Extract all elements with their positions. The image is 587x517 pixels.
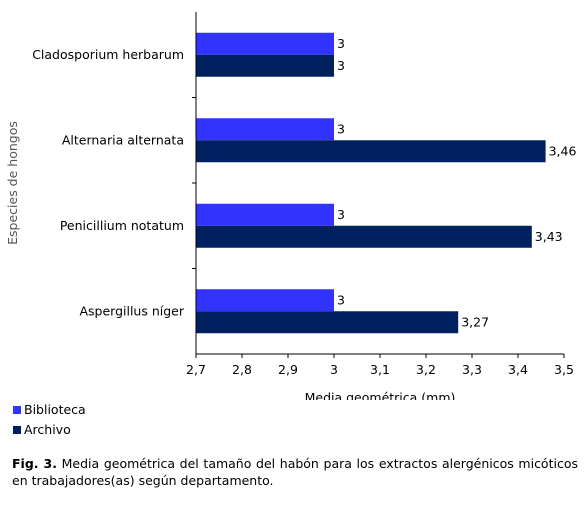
caption-text: Media geométrica del tamaño del habón pa… xyxy=(12,456,578,488)
legend-label-biblioteca: Biblioteca xyxy=(24,402,86,417)
y-axis-title: Especies de hongos xyxy=(5,121,20,245)
figure-caption: Fig. 3. Media geométrica del tamaño del … xyxy=(12,455,578,489)
bar-biblioteca-4 xyxy=(196,289,334,312)
legend-swatch-archivo xyxy=(13,425,21,434)
legend-item-biblioteca: Biblioteca xyxy=(13,402,86,417)
x-tick-label-2: 2,8 xyxy=(232,362,252,377)
category-label-1: Cladosporium herbarum xyxy=(32,47,184,62)
data-label-archivo-4: 3,27 xyxy=(461,314,489,329)
x-tick-label-3: 2,9 xyxy=(278,362,298,377)
bar-chart: 3 3 Cladosporium herbarum 3 3,46 Alternaria a… xyxy=(5,12,576,400)
x-tick-label-1: 2,7 xyxy=(186,362,206,377)
x-tick-label-5: 3,1 xyxy=(370,362,390,377)
data-label-biblioteca-3: 3 xyxy=(337,207,345,222)
data-label-biblioteca-4: 3 xyxy=(337,292,345,307)
legend-label-archivo: Archivo xyxy=(24,422,71,437)
data-label-biblioteca-1: 3 xyxy=(337,36,345,51)
data-label-archivo-1: 3 xyxy=(337,58,345,73)
x-tick-label-4: 3 xyxy=(330,362,338,377)
x-tick-label-9: 3,5 xyxy=(554,362,574,377)
x-tick-label-7: 3,3 xyxy=(462,362,482,377)
x-tick-label-8: 3,4 xyxy=(508,362,528,377)
legend-item-archivo: Archivo xyxy=(13,422,71,437)
bar-archivo-2 xyxy=(196,140,546,163)
legend-swatch-biblioteca xyxy=(13,405,21,414)
caption-prefix: Fig. 3. xyxy=(12,456,57,471)
data-label-archivo-2: 3,46 xyxy=(549,143,577,158)
x-axis-title: Media geométrica (mm) xyxy=(305,390,456,400)
x-tick-label-6: 3,2 xyxy=(416,362,436,377)
data-label-biblioteca-2: 3 xyxy=(337,121,345,136)
bar-biblioteca-1 xyxy=(196,32,334,55)
labels-layer: 3 3 Cladosporium herbarum 3 3,46 Alternaria a… xyxy=(5,36,576,400)
data-label-archivo-3: 3,43 xyxy=(535,229,563,244)
bar-archivo-1 xyxy=(196,54,334,77)
bars-layer xyxy=(196,32,546,334)
category-label-3: Penicillium notatum xyxy=(60,218,184,233)
axes-layer xyxy=(192,12,565,358)
category-label-2: Alternaria alternata xyxy=(62,132,184,147)
bar-biblioteca-3 xyxy=(196,203,334,226)
category-label-4: Aspergillus níger xyxy=(79,303,184,318)
bar-archivo-4 xyxy=(196,311,459,334)
bar-biblioteca-2 xyxy=(196,118,334,141)
bar-archivo-3 xyxy=(196,225,532,248)
